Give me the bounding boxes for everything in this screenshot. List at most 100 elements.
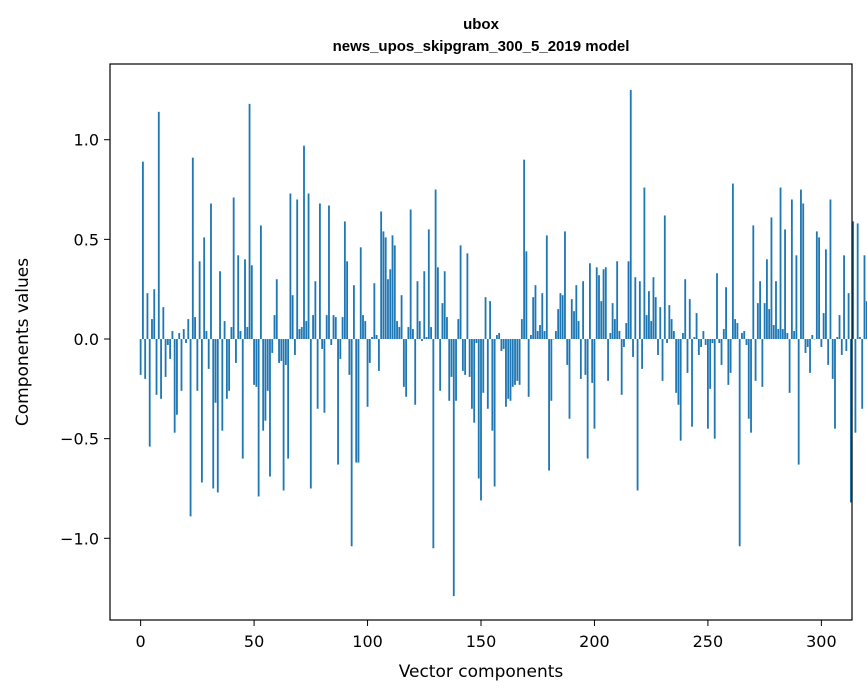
bar-283	[781, 329, 784, 340]
bar-62	[280, 339, 283, 361]
bar-113	[396, 321, 398, 340]
bar-66	[289, 193, 292, 340]
bar-136	[448, 339, 451, 401]
bar-196	[584, 339, 587, 375]
bar-222	[643, 187, 646, 340]
bar-280	[775, 281, 777, 340]
bar-88	[339, 339, 342, 359]
bar-129	[432, 339, 435, 549]
bar-series	[139, 89, 867, 597]
bar-218	[634, 277, 637, 340]
bar-312	[847, 293, 850, 340]
bar-124	[421, 339, 423, 341]
bar-26	[198, 261, 201, 340]
bar-109	[387, 279, 389, 340]
bar-37	[223, 321, 226, 340]
bar-112	[393, 245, 396, 340]
y-tick-label: −0.5	[60, 430, 99, 449]
bar-147	[473, 339, 476, 423]
bar-60	[275, 279, 278, 340]
bar-169	[523, 159, 526, 340]
bar-267	[745, 339, 748, 345]
bar-11	[164, 339, 167, 377]
bar-161	[505, 339, 507, 407]
x-axis-label: Vector components	[399, 662, 564, 682]
bar-34	[216, 339, 219, 493]
bar-168	[520, 319, 523, 340]
bar-67	[291, 295, 294, 340]
bar-47	[246, 327, 249, 340]
bar-277	[768, 309, 771, 340]
bar-170	[525, 251, 528, 340]
bar-180	[548, 339, 550, 471]
bar-177	[541, 293, 544, 340]
bar-115	[400, 295, 403, 340]
bar-139	[455, 339, 457, 401]
bar-99	[364, 321, 367, 340]
bar-97	[359, 247, 362, 340]
bar-187	[564, 231, 566, 340]
bar-63	[282, 339, 285, 491]
bar-0	[139, 339, 142, 375]
bar-156	[493, 339, 496, 487]
bar-58	[271, 339, 274, 353]
bar-190	[570, 299, 573, 340]
bar-17	[178, 333, 181, 340]
bar-82	[325, 315, 328, 340]
bar-142	[461, 339, 464, 371]
bar-52	[257, 339, 260, 497]
bar-284	[784, 229, 786, 340]
bar-70	[298, 329, 301, 340]
bar-223	[645, 315, 648, 340]
bar-134	[443, 271, 446, 340]
bar-208	[611, 303, 614, 340]
bar-29	[205, 331, 208, 340]
bar-287	[790, 199, 793, 340]
bar-184	[557, 309, 560, 340]
bar-171	[527, 339, 530, 397]
bar-232	[666, 339, 668, 343]
bar-107	[382, 231, 385, 340]
bar-121	[414, 339, 417, 405]
bar-143	[464, 339, 467, 375]
bar-160	[502, 339, 505, 349]
bar-4	[148, 339, 151, 447]
bar-227	[654, 297, 657, 340]
bar-53	[259, 225, 262, 340]
bar-279	[772, 325, 775, 340]
y-tick-label: 0.5	[74, 230, 99, 249]
y-axis: −1.0 −0.5 0.0 0.5 1.0	[60, 131, 110, 548]
bar-252	[711, 339, 714, 343]
bar-174	[534, 285, 537, 340]
bar-24	[194, 317, 196, 340]
bar-228	[657, 339, 659, 355]
bar-7	[155, 339, 158, 395]
bar-135	[446, 317, 448, 340]
bar-315	[854, 339, 857, 433]
bar-119	[409, 209, 412, 340]
bar-235	[672, 331, 675, 340]
bar-207	[609, 333, 612, 340]
x-tick-label: 50	[244, 632, 264, 651]
bar-192	[575, 285, 578, 340]
bar-91	[346, 261, 349, 340]
bar-298	[815, 231, 818, 340]
bar-76	[312, 315, 314, 340]
bar-305	[831, 339, 834, 379]
bar-101	[368, 339, 371, 363]
bar-255	[718, 339, 721, 343]
bar-90	[343, 221, 346, 340]
bar-50	[253, 339, 255, 385]
bar-203	[600, 301, 603, 340]
bar-291	[800, 189, 802, 340]
bar-186	[561, 295, 564, 340]
bar-201	[595, 267, 598, 340]
bar-31	[210, 203, 212, 340]
bar-211	[618, 331, 621, 340]
bar-100	[366, 339, 369, 407]
bar-80	[321, 339, 324, 349]
bar-159	[500, 339, 503, 351]
bar-303	[827, 339, 830, 365]
bar-22	[189, 339, 192, 517]
bar-206	[607, 339, 609, 381]
